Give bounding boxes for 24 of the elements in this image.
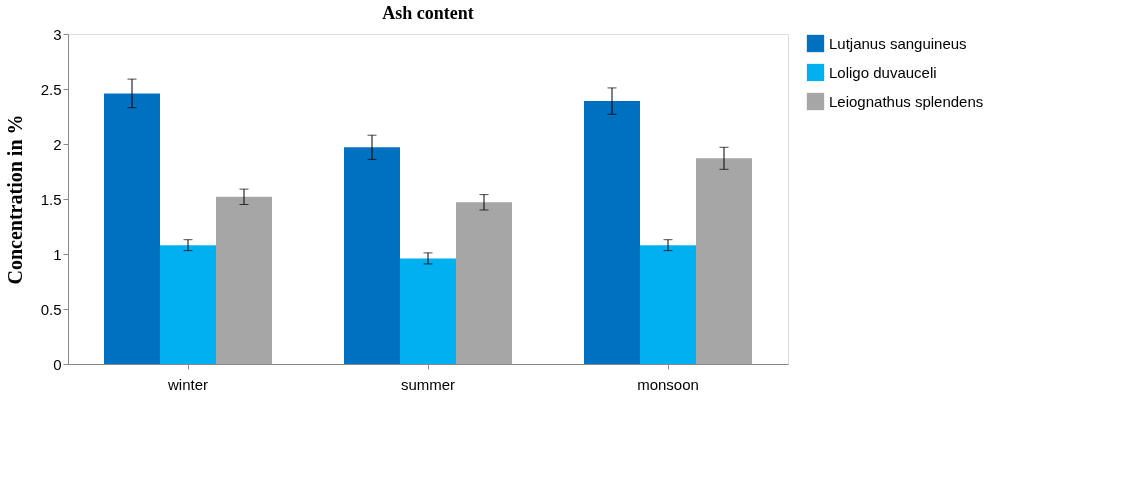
y-tick-label: 1 [53, 245, 62, 263]
bar [696, 158, 752, 364]
bar [104, 93, 160, 364]
bar [400, 258, 456, 364]
bar [584, 101, 640, 364]
chart-title: Ash content [382, 3, 474, 23]
y-tick-label: 2 [53, 135, 62, 153]
legend-label: Leiognathus splendens [829, 92, 984, 110]
bar [160, 245, 216, 364]
x-tick-label: summer [400, 375, 456, 393]
bar [216, 196, 272, 364]
bar [344, 147, 400, 364]
legend-label: Lutjanus sanguineus [829, 34, 967, 52]
y-tick-label: 2.5 [40, 80, 62, 98]
bar [640, 245, 696, 364]
bar [456, 202, 512, 364]
y-tick-label: 0.5 [40, 300, 62, 318]
y-tick-label: 1.5 [40, 190, 62, 208]
y-tick-label: 3 [53, 25, 62, 43]
x-tick-label: monsoon [637, 375, 699, 393]
y-tick-label: 0 [53, 355, 62, 373]
y-axis-title: Concentration in % [3, 114, 26, 285]
x-tick-label: winter [166, 375, 209, 393]
legend-label: Loligo duvauceli [829, 63, 937, 81]
